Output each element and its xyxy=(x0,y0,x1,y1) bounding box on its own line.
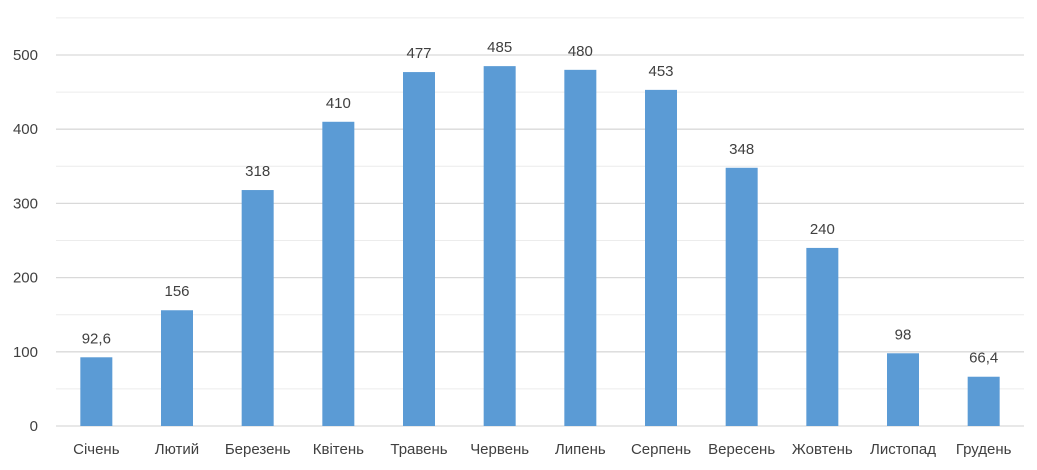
x-category-label: Січень xyxy=(73,441,120,458)
x-category-label: Жовтень xyxy=(792,441,853,458)
y-tick-label: 0 xyxy=(30,418,38,435)
y-tick-label: 300 xyxy=(13,195,38,212)
x-category-label: Серпень xyxy=(631,441,691,458)
bar xyxy=(241,190,274,426)
bar xyxy=(403,72,435,426)
bars xyxy=(80,66,1000,427)
data-label: 92,6 xyxy=(82,330,111,347)
bar xyxy=(645,89,677,427)
x-category-label: Грудень xyxy=(956,441,1012,458)
x-category-label: Лютий xyxy=(155,441,199,458)
x-axis-labels: Січень Лютий Березень Квітень Травень Червень… xyxy=(73,441,1012,458)
bar xyxy=(322,121,355,426)
bar xyxy=(80,357,113,426)
data-label: 480 xyxy=(568,43,593,60)
data-label: 477 xyxy=(406,45,431,62)
x-category-label: Червень xyxy=(470,441,529,458)
y-tick-label: 100 xyxy=(13,344,38,361)
y-tick-label: 400 xyxy=(13,121,38,138)
y-tick-label: 200 xyxy=(13,270,38,287)
bar xyxy=(483,66,516,426)
data-label: 98 xyxy=(895,326,912,343)
bar xyxy=(887,353,919,426)
data-label: 240 xyxy=(810,221,835,238)
bar xyxy=(564,69,597,426)
bar xyxy=(725,167,758,426)
data-labels: 92,6 156 318 410 477 485 480 453 348 240 98 66,4 xyxy=(82,39,999,367)
bar xyxy=(161,310,193,426)
bar xyxy=(806,247,839,426)
data-label: 66,4 xyxy=(969,350,998,367)
y-tick-label: 500 xyxy=(13,47,38,64)
data-label: 156 xyxy=(164,283,189,300)
gridlines xyxy=(56,17,1024,427)
x-category-label: Квітень xyxy=(313,441,364,458)
x-category-label: Липень xyxy=(555,441,606,458)
x-category-label: Березень xyxy=(225,441,291,458)
data-label: 410 xyxy=(326,95,351,112)
x-category-label: Листопад xyxy=(870,441,936,458)
data-label: 485 xyxy=(487,39,512,56)
x-category-label: Вересень xyxy=(708,441,775,458)
bar xyxy=(967,376,1000,426)
data-label: 318 xyxy=(245,163,270,180)
x-category-label: Травень xyxy=(390,441,447,458)
y-axis-ticks: 0 100 200 300 400 500 xyxy=(13,47,38,435)
data-label: 453 xyxy=(648,63,673,80)
data-label: 348 xyxy=(729,141,754,158)
